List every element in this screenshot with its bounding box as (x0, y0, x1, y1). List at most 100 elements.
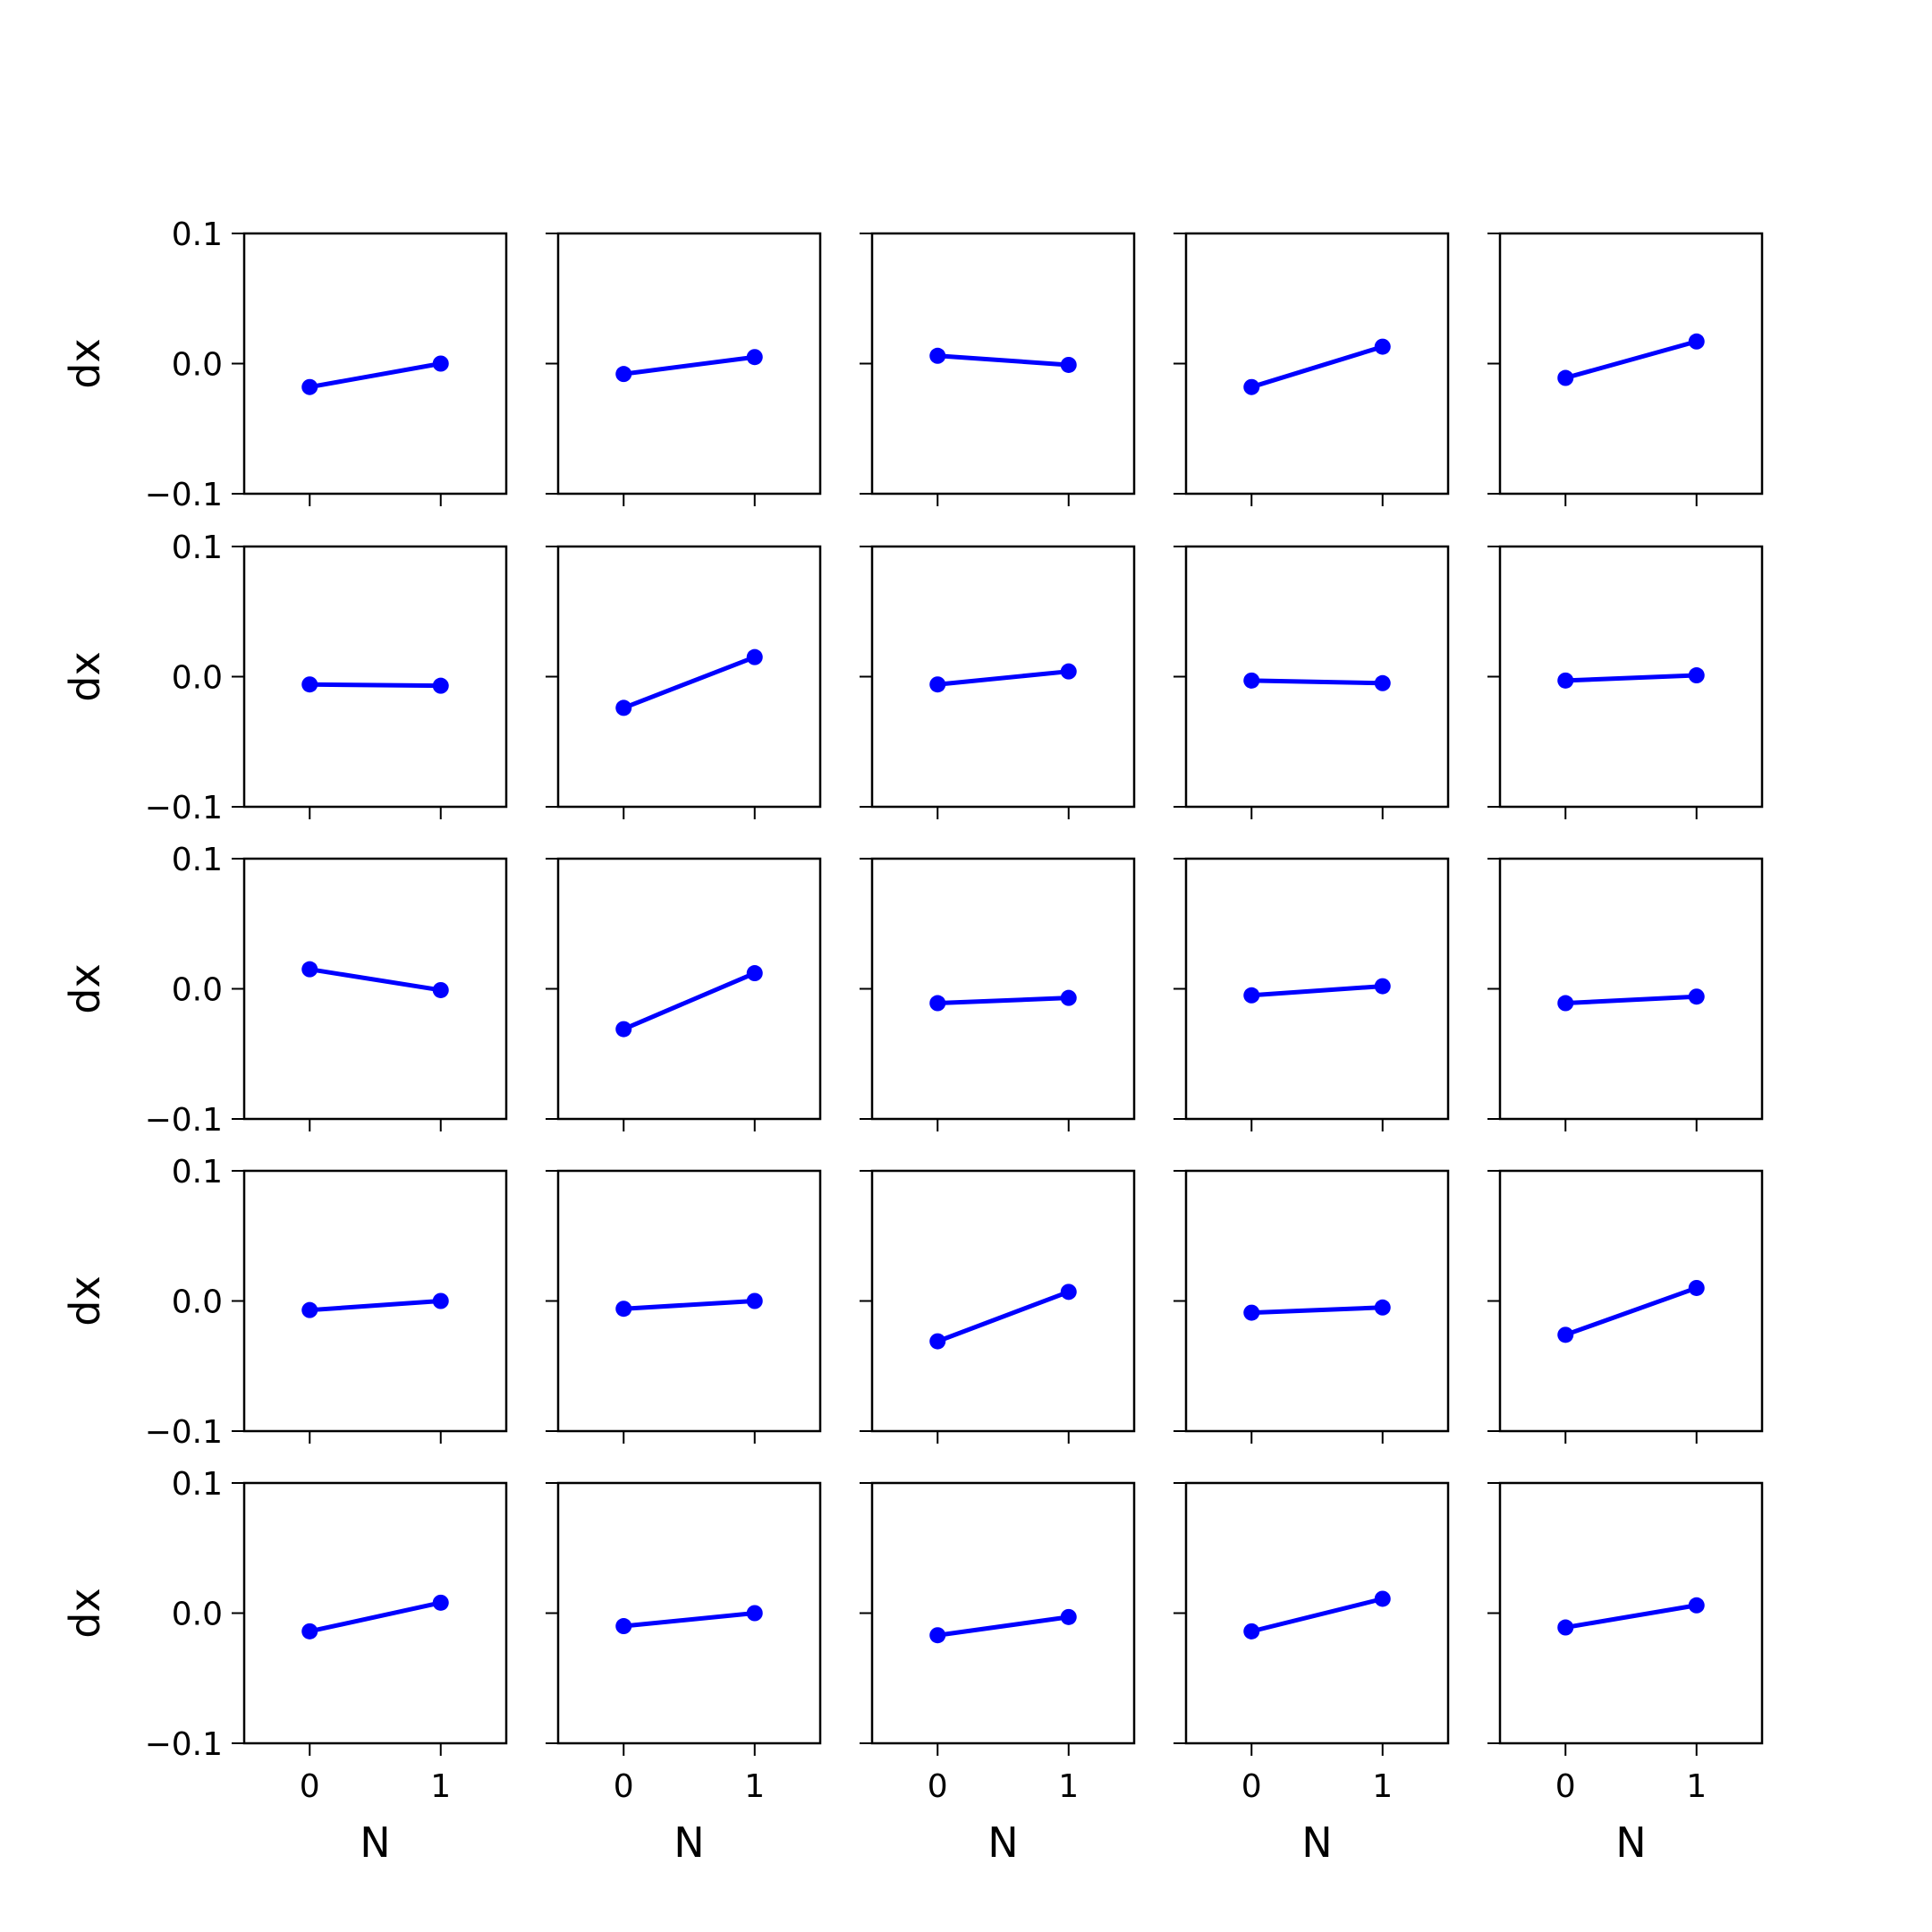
axes-frame (242, 1481, 508, 1745)
y-tick-label: 0.0 (172, 1597, 223, 1633)
data-point (1243, 672, 1260, 689)
data-point (615, 699, 632, 716)
x-axis-label: N (360, 1818, 390, 1867)
subplot-r4-c4: 0 1 N (1487, 1481, 1764, 1867)
subplot-r1-c2 (860, 545, 1136, 819)
subplot-r0-c2 (860, 232, 1136, 506)
data-point (746, 965, 763, 982)
data-point (432, 1292, 449, 1309)
series-line (309, 361, 442, 390)
data-point (615, 1301, 632, 1318)
axes-frame (1184, 1481, 1450, 1745)
y-tick-label: 0.0 (172, 660, 223, 697)
subplot-r4-c2: 0 1 N (860, 1481, 1136, 1867)
y-axis-label: dx (61, 651, 109, 701)
series-line (309, 967, 442, 993)
axes-frame (1184, 1169, 1450, 1433)
axes-frame (1498, 545, 1764, 809)
axes-frame (242, 545, 508, 809)
axes-frame (1184, 232, 1450, 496)
data-point (301, 676, 318, 693)
data-point (301, 961, 318, 978)
series-line (1564, 1603, 1698, 1630)
subplot-r2-c2 (860, 857, 1136, 1131)
series-line (623, 354, 756, 377)
axes-frame (556, 1481, 822, 1745)
x-axis-label: N (1615, 1818, 1646, 1867)
subplot-r3-c2 (860, 1169, 1136, 1444)
series-line (1251, 984, 1383, 998)
subplot-r4-c1: 0 1 N (546, 1481, 822, 1867)
data-point (1243, 378, 1260, 395)
y-tick-label: 0.1 (172, 1154, 223, 1191)
y-axis-label: dx (61, 963, 109, 1013)
subplot-r0-c3 (1174, 232, 1450, 506)
subplot-r1-c4 (1487, 545, 1764, 819)
data-point (1060, 356, 1077, 373)
x-axis-label: N (987, 1818, 1018, 1867)
data-point (1374, 1590, 1391, 1607)
data-point (929, 347, 946, 364)
axes-frame (1184, 857, 1450, 1121)
data-point (1557, 1326, 1574, 1343)
subplot-r3-c4 (1487, 1169, 1764, 1444)
data-point (929, 1627, 946, 1644)
y-tick-label: 0.1 (172, 1466, 223, 1503)
x-axis-label: N (674, 1818, 704, 1867)
data-point (746, 349, 763, 366)
y-tick-label: 0.1 (172, 216, 223, 253)
axes-frame (242, 1169, 508, 1433)
y-tick-label: 0.0 (172, 972, 223, 1009)
data-point (615, 1618, 632, 1635)
x-tick-label: 1 (430, 1768, 451, 1805)
x-tick-label: 0 (1555, 1768, 1576, 1805)
data-point (1060, 989, 1077, 1006)
axes-frame (870, 232, 1136, 496)
subplot-r0-c0: 0.1 0.0 −0.1 dx (61, 216, 508, 513)
axes-frame (242, 857, 508, 1121)
axes-frame (1498, 232, 1764, 496)
series-line (936, 1289, 1070, 1343)
data-point (1243, 1623, 1260, 1640)
x-tick-label: 0 (300, 1768, 320, 1805)
subplot-r4-c0: 0.1 0.0 −0.1 dx 0 1 N (61, 1466, 508, 1867)
axes-frame (556, 545, 822, 809)
data-point (1688, 988, 1705, 1005)
data-point (1688, 333, 1705, 350)
x-tick-label: 1 (1372, 1768, 1393, 1805)
data-point (1688, 1279, 1705, 1296)
subplot-r1-c3 (1174, 545, 1450, 819)
x-tick-label: 0 (928, 1768, 948, 1805)
data-point (929, 1333, 946, 1350)
axes-frame (556, 857, 822, 1121)
axes-frame (556, 1169, 822, 1433)
data-point (1243, 987, 1260, 1004)
x-tick-label: 1 (744, 1768, 765, 1805)
subplot-r1-c1 (546, 545, 822, 819)
y-tick-label: −0.1 (145, 1726, 223, 1763)
series-line (1251, 678, 1383, 686)
data-point (1688, 1597, 1705, 1614)
data-point (1557, 672, 1574, 689)
data-point (1374, 1299, 1391, 1316)
series-line (623, 970, 756, 1031)
series-line (1250, 344, 1384, 390)
series-line (937, 996, 1069, 1006)
series-line (936, 1614, 1070, 1638)
x-tick-label: 0 (614, 1768, 634, 1805)
series-line (937, 669, 1069, 687)
series-line (309, 682, 441, 689)
y-tick-label: −0.1 (145, 1414, 223, 1451)
series-line (1250, 1597, 1384, 1634)
subplot-r3-c1 (546, 1169, 822, 1444)
subplot-r0-c1 (546, 232, 822, 506)
axes-frame (1184, 545, 1450, 809)
series-line (623, 655, 756, 710)
y-tick-label: 0.0 (172, 347, 223, 384)
data-point (301, 1623, 318, 1640)
subplot-r4-c3: 0 1 N (1174, 1481, 1450, 1867)
y-tick-label: 0.0 (172, 1284, 223, 1321)
y-axis-label: dx (61, 1588, 109, 1638)
axes-frame (242, 232, 508, 496)
